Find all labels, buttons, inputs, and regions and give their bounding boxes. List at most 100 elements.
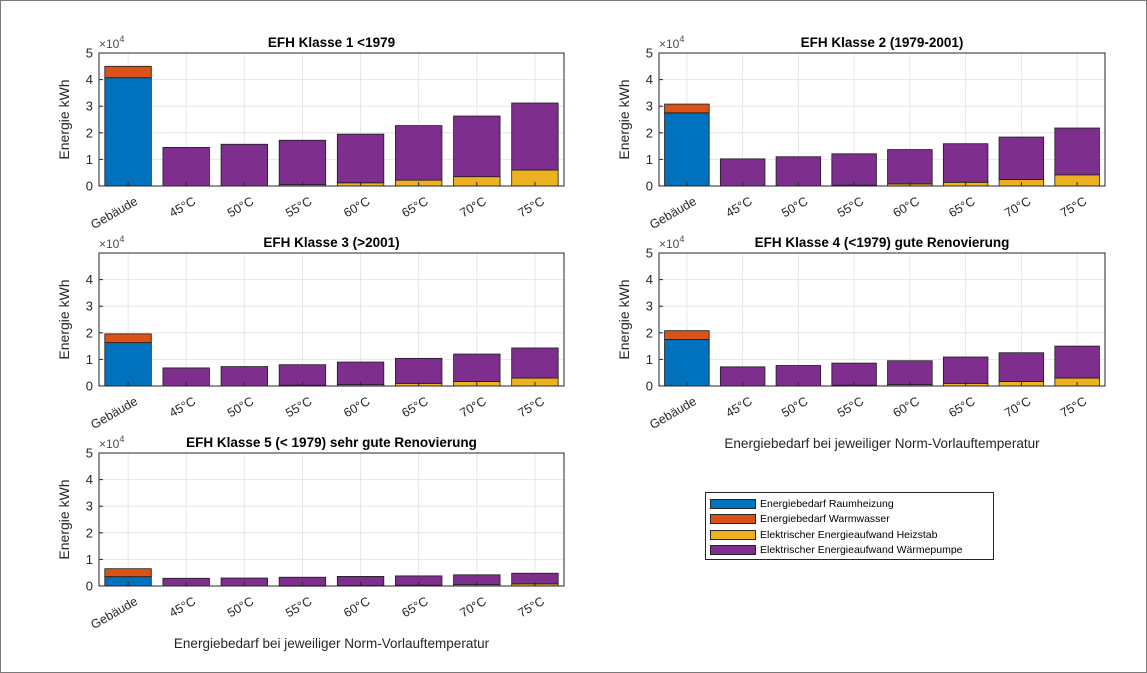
bar-raumheizung-0 bbox=[664, 112, 710, 187]
x-tick-label: Gebäude bbox=[88, 594, 140, 632]
chart-panel-1: 0 1 2 3 4 5 ×104 Energie kWh Gebäude 45°C 50°C 55°C… bbox=[56, 34, 565, 232]
x-tick-label: 55°C bbox=[283, 594, 314, 620]
x-tick-label: 60°C bbox=[891, 394, 922, 420]
x-tick-label: 55°C bbox=[283, 394, 314, 420]
y-axis: 0 1 2 3 4 5 bbox=[646, 246, 663, 394]
plot-area bbox=[99, 453, 564, 586]
legend-swatch-waermepumpe bbox=[710, 545, 756, 556]
y-tick-label: 5 bbox=[86, 446, 93, 461]
legend-label-waermepumpe: Elektrischer Energieaufwand Wärmepumpe bbox=[760, 544, 963, 557]
bar-waermepumpe-4 bbox=[336, 361, 385, 386]
x-axis: Gebäude 45°C 50°C 55°C 60°C 65°C 70°C 75°C bbox=[88, 182, 547, 232]
axes-box bbox=[658, 52, 1106, 187]
bar-waermepumpe-6 bbox=[998, 136, 1045, 181]
chart-title: EFH Klasse 1 <1979 bbox=[268, 35, 395, 50]
bar-waermepumpe-1 bbox=[162, 147, 210, 187]
bar-waermepumpe-3 bbox=[831, 153, 877, 186]
x-tick-label: Gebäude bbox=[647, 194, 699, 232]
legend-label-heizstab: Elektrischer Energieaufwand Heizstab bbox=[760, 528, 938, 541]
x-tick-label: 45°C bbox=[723, 194, 754, 220]
bar-raumheizung-0 bbox=[104, 77, 152, 187]
bar-waermepumpe-3 bbox=[278, 139, 327, 186]
legend: Energiebedarf Raumheizung Energiebedarf … bbox=[705, 492, 994, 560]
bar-waermepumpe-5 bbox=[395, 125, 443, 181]
y-tick-label: 5 bbox=[86, 46, 93, 61]
bar-warmwasser-0 bbox=[664, 103, 710, 114]
x-tick-label: Gebäude bbox=[88, 394, 140, 432]
bar-waermepumpe-2 bbox=[775, 156, 822, 187]
axes-box bbox=[658, 252, 1106, 387]
x-tick-label: 45°C bbox=[167, 394, 198, 420]
x-tick-label: 55°C bbox=[283, 194, 314, 220]
y-axis-label: Energie kWh bbox=[616, 279, 632, 359]
y-axis: 0 1 2 3 4 bbox=[86, 252, 103, 394]
x-tick-label: Gebäude bbox=[88, 194, 140, 232]
x-tick-label: 65°C bbox=[399, 594, 430, 620]
y-axis: 0 1 2 3 4 5 bbox=[646, 46, 663, 194]
x-tick-label: 45°C bbox=[723, 394, 754, 420]
x-tick-label: 75°C bbox=[1058, 394, 1089, 420]
x-tick-label: 75°C bbox=[516, 194, 547, 220]
x-tick-label: 70°C bbox=[458, 594, 489, 620]
y-tick-label: 0 bbox=[86, 379, 93, 394]
x-tick-label: 50°C bbox=[779, 194, 810, 220]
y-tick-label: 3 bbox=[646, 99, 653, 114]
axes-box bbox=[98, 52, 565, 187]
bar-waermepumpe-6 bbox=[998, 352, 1045, 382]
y-tick-label: 2 bbox=[86, 525, 93, 540]
y-axis-label: Energie kWh bbox=[56, 479, 72, 559]
bar-raumheizung-0 bbox=[664, 339, 710, 387]
x-axis-label: Energiebedarf bei jeweiliger Norm-Vorlau… bbox=[174, 636, 490, 651]
x-tick-label: 70°C bbox=[1002, 394, 1033, 420]
y-tick-label: 4 bbox=[86, 472, 93, 487]
bar-waermepumpe-2 bbox=[220, 143, 268, 187]
bar-warmwasser-0 bbox=[664, 330, 710, 340]
bar-waermepumpe-5 bbox=[942, 143, 989, 183]
bar-warmwasser-0 bbox=[104, 333, 152, 344]
y-exponent-label: ×104 bbox=[659, 34, 684, 51]
y-exponent-label: ×104 bbox=[99, 34, 124, 51]
axes-box bbox=[98, 252, 565, 387]
chart-title: EFH Klasse 5 (< 1979) sehr gute Renovier… bbox=[186, 435, 477, 450]
y-tick-label: 3 bbox=[86, 499, 93, 514]
y-tick-label: 5 bbox=[646, 46, 653, 61]
legend-entry-warmwasser: Energiebedarf Warmwasser bbox=[710, 512, 989, 528]
x-tick-label: 65°C bbox=[399, 394, 430, 420]
y-tick-label: 4 bbox=[86, 272, 93, 287]
x-tick-label: 65°C bbox=[946, 194, 977, 220]
y-tick-label: 3 bbox=[646, 299, 653, 314]
y-tick-label: 2 bbox=[646, 125, 653, 140]
y-tick-label: 0 bbox=[86, 579, 93, 594]
x-tick-label: 60°C bbox=[341, 394, 372, 420]
bar-waermepumpe-7 bbox=[511, 347, 559, 379]
y-tick-label: 1 bbox=[86, 552, 93, 567]
bar-waermepumpe-4 bbox=[336, 133, 385, 184]
y-exponent-label: ×104 bbox=[99, 434, 124, 451]
x-tick-label: 50°C bbox=[225, 594, 256, 620]
x-tick-label: 55°C bbox=[835, 394, 866, 420]
bar-waermepumpe-7 bbox=[511, 102, 559, 171]
x-tick-label: 65°C bbox=[399, 194, 430, 220]
x-tick-label: 50°C bbox=[225, 394, 256, 420]
bar-waermepumpe-5 bbox=[942, 356, 989, 384]
y-tick-label: 2 bbox=[86, 325, 93, 340]
legend-swatch-warmwasser bbox=[710, 514, 756, 525]
x-tick-label: 70°C bbox=[458, 194, 489, 220]
y-axis: 0 1 2 3 4 5 bbox=[86, 46, 103, 194]
y-exponent-label: ×104 bbox=[99, 234, 124, 251]
bar-waermepumpe-7 bbox=[1054, 345, 1100, 379]
bar-warmwasser-0 bbox=[104, 568, 152, 578]
bar-waermepumpe-5 bbox=[395, 357, 443, 384]
y-tick-label: 1 bbox=[646, 352, 653, 367]
x-tick-label: 45°C bbox=[167, 594, 198, 620]
y-tick-label: 2 bbox=[646, 325, 653, 340]
chart-title: EFH Klasse 3 (>2001) bbox=[263, 235, 399, 250]
y-tick-label: 0 bbox=[86, 179, 93, 194]
y-tick-label: 1 bbox=[86, 152, 93, 167]
y-axis-label: Energie kWh bbox=[616, 79, 632, 159]
x-tick-label: Gebäude bbox=[647, 394, 699, 432]
y-axis-label: Energie kWh bbox=[56, 79, 72, 159]
x-axis: Gebäude 45°C 50°C 55°C 60°C 65°C 70°C 75°C bbox=[647, 182, 1089, 232]
x-tick-label: 75°C bbox=[516, 394, 547, 420]
x-tick-label: 60°C bbox=[891, 194, 922, 220]
